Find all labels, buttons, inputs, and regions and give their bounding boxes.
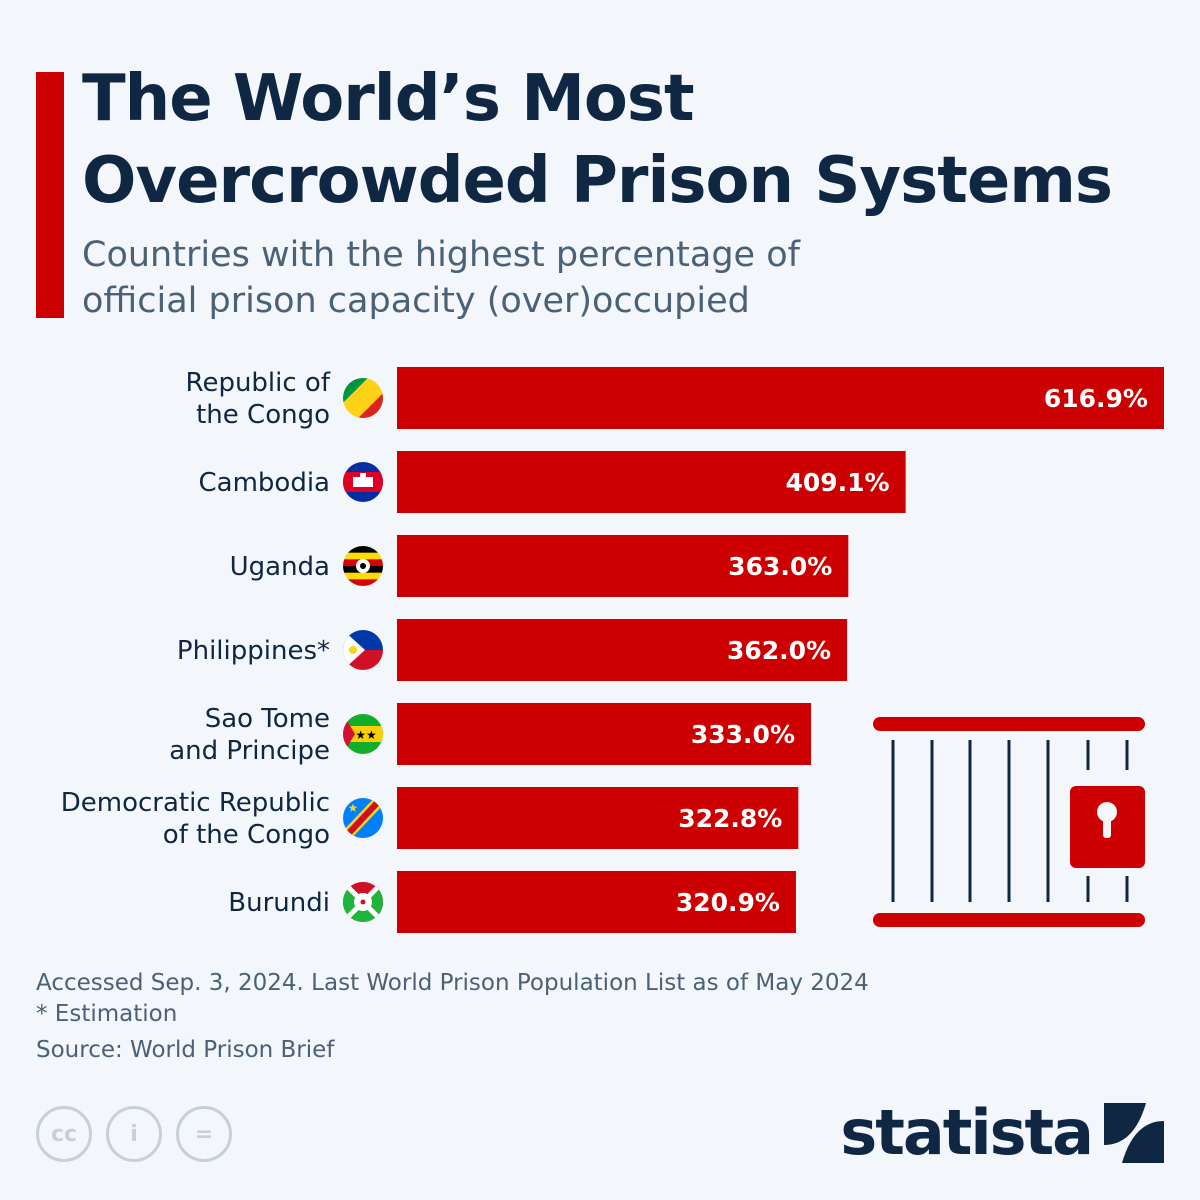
svg-text:★★: ★★ <box>355 728 377 742</box>
prison-bars-icon <box>873 717 1145 927</box>
value-label-1: 409.1% <box>785 468 889 497</box>
title-accent-bar <box>36 72 64 318</box>
bar-0 <box>397 367 1164 429</box>
value-label-2: 363.0% <box>728 552 832 581</box>
svg-text:★: ★ <box>348 801 359 815</box>
bar-6 <box>397 871 796 933</box>
cc-icon[interactable]: cc <box>36 1106 92 1162</box>
value-label-4: 333.0% <box>691 720 795 749</box>
category-label-5: Democratic Republic of the Congo <box>61 788 330 850</box>
bar-2 <box>397 535 849 597</box>
value-label-6: 320.9% <box>676 888 780 917</box>
value-label-5: 322.8% <box>678 804 782 833</box>
statista-mark-icon <box>1104 1102 1164 1163</box>
sao-tome-flag-icon: ★★ <box>343 714 383 754</box>
value-label-0: 616.9% <box>1044 384 1148 413</box>
source-note: Source: World Prison Brief <box>36 1037 335 1063</box>
category-label-1: Cambodia <box>199 468 331 498</box>
estimation-note: * Estimation <box>36 1001 178 1027</box>
philippines-flag-icon <box>343 630 383 670</box>
access-note: Accessed Sep. 3, 2024. Last World Prison… <box>36 970 869 996</box>
page-subtitle: Countries with the highest percentage of… <box>82 235 800 321</box>
no-derivatives-icon[interactable]: = <box>176 1106 232 1162</box>
license-icons: cc i = <box>36 1106 232 1162</box>
drc-flag-icon: ★ <box>343 798 383 838</box>
category-label-4: Sao Tome and Principe <box>169 704 330 766</box>
bar-1 <box>397 451 906 513</box>
statista-logo[interactable]: statista <box>840 1096 1164 1169</box>
category-label-6: Burundi <box>228 888 330 918</box>
attribution-icon[interactable]: i <box>106 1106 162 1162</box>
page-title: The World’s Most Overcrowded Prison Syst… <box>82 62 1113 218</box>
uganda-flag-icon <box>343 546 383 586</box>
category-label-3: Philippines* <box>177 636 330 666</box>
brand-name: statista <box>840 1096 1094 1169</box>
bar-chart: 616.9% Republic of the Congo 409.1% Cambodia… <box>61 367 1164 933</box>
cambodia-flag-icon <box>343 462 383 502</box>
bar-4 <box>397 703 812 765</box>
bar-5 <box>397 787 799 849</box>
bar-3 <box>397 619 848 681</box>
congo-flag-icon <box>343 378 383 418</box>
category-label-0: Republic of the Congo <box>186 368 331 430</box>
category-label-2: Uganda <box>230 552 330 582</box>
burundi-flag-icon <box>343 882 383 922</box>
value-label-3: 362.0% <box>727 636 831 665</box>
footnotes: Accessed Sep. 3, 2024. Last World Prison… <box>36 968 869 1030</box>
